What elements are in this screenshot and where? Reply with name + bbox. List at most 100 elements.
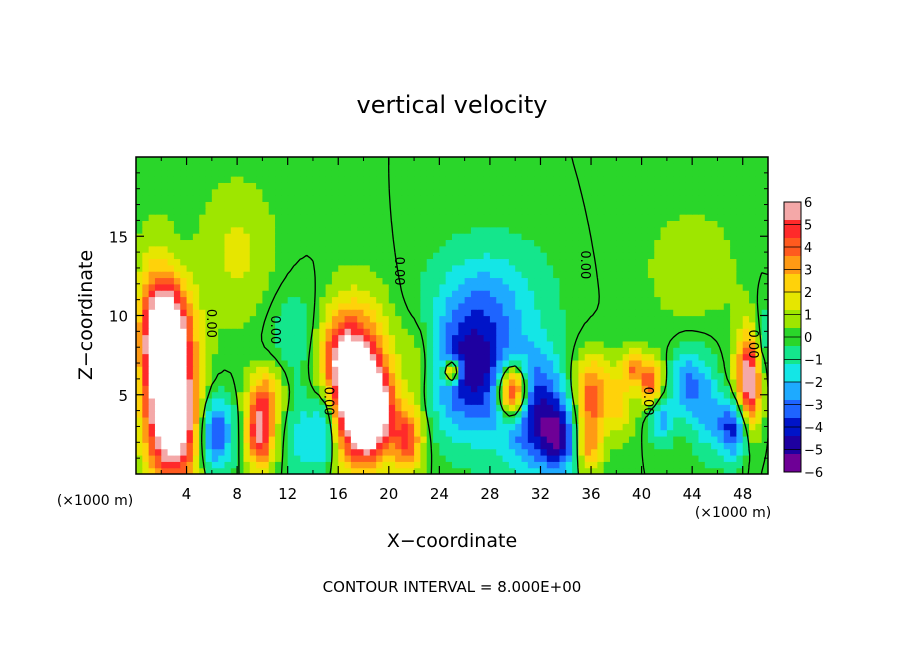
heatmap-cell [464, 233, 472, 241]
heatmap-cell [673, 296, 681, 304]
heatmap-cell [711, 321, 719, 329]
heatmap-cell [281, 366, 289, 374]
heatmap-cell [338, 372, 346, 380]
heatmap-cell [249, 404, 257, 412]
heatmap-cell [287, 195, 295, 202]
heatmap-cell [357, 435, 365, 443]
heatmap-cell [622, 347, 630, 355]
heatmap-cell [154, 296, 162, 304]
heatmap-cell [275, 340, 282, 348]
heatmap-cell [433, 467, 440, 474]
heatmap-cell [654, 233, 662, 241]
heatmap-cell [287, 182, 295, 190]
heatmap-cell [654, 188, 662, 196]
heatmap-cell [622, 188, 630, 196]
heatmap-cell [742, 410, 750, 418]
heatmap-cell [433, 454, 440, 462]
heatmap-cell [660, 233, 668, 241]
heatmap-cell [224, 252, 232, 260]
heatmap-cell [325, 410, 333, 418]
heatmap-cell [319, 258, 327, 266]
heatmap-cell [496, 309, 504, 317]
heatmap-cell [148, 309, 156, 317]
heatmap-cell [578, 378, 586, 386]
heatmap-cell [256, 461, 263, 469]
heatmap-cell [142, 467, 150, 474]
heatmap-cell [395, 188, 403, 196]
heatmap-cell [192, 226, 200, 234]
heatmap-cell [224, 404, 232, 412]
heatmap-cell [685, 435, 693, 443]
heatmap-cell [610, 271, 617, 279]
heatmap-cell [148, 385, 156, 393]
heatmap-cell [717, 207, 725, 215]
heatmap-cell [452, 201, 459, 209]
heatmap-cell [610, 283, 617, 291]
heatmap-cell [534, 163, 542, 171]
heatmap-cell [641, 302, 649, 310]
heatmap-cell [584, 277, 592, 285]
heatmap-cell [647, 220, 655, 228]
heatmap-cell [287, 372, 295, 380]
heatmap-cell [502, 378, 510, 386]
heatmap-cell [154, 404, 162, 412]
heatmap-cell [439, 264, 447, 272]
heatmap-cell [256, 404, 263, 412]
heatmap-cell [445, 385, 453, 393]
heatmap-cell [452, 315, 459, 323]
heatmap-cell [401, 416, 409, 424]
heatmap-cell [654, 252, 662, 260]
heatmap-cell [268, 467, 276, 474]
heatmap-cell [192, 353, 200, 361]
heatmap-cell [489, 416, 497, 424]
heatmap-cell [275, 391, 282, 399]
heatmap-cell [647, 429, 655, 437]
heatmap-cell [325, 296, 333, 304]
heatmap-cell [344, 359, 352, 367]
heatmap-cell [502, 448, 510, 456]
heatmap-cell [395, 461, 403, 469]
heatmap-cell [584, 372, 592, 380]
heatmap-cell [142, 416, 150, 424]
heatmap-cell [192, 391, 200, 399]
heatmap-cell [654, 157, 662, 164]
heatmap-cell [218, 410, 226, 418]
heatmap-cell [641, 448, 649, 456]
heatmap-cell [186, 340, 194, 348]
heatmap-cell [426, 214, 434, 221]
heatmap-cell [388, 467, 396, 474]
heatmap-cell [275, 454, 282, 462]
heatmap-cell [407, 347, 415, 355]
heatmap-cell [584, 258, 592, 266]
heatmap-cell [761, 207, 768, 215]
heatmap-cell [312, 258, 320, 266]
heatmap-cell [730, 207, 737, 215]
heatmap-cell [730, 423, 737, 431]
heatmap-cell [749, 169, 756, 177]
heatmap-cell [237, 435, 245, 443]
heatmap-cell [534, 467, 542, 474]
heatmap-cell [401, 283, 409, 291]
heatmap-cell [350, 340, 358, 348]
heatmap-cell [584, 353, 592, 361]
heatmap-cell [331, 328, 339, 336]
heatmap-cell [363, 245, 371, 253]
heatmap-cell [357, 277, 365, 285]
heatmap-cell [199, 461, 207, 469]
heatmap-cell [470, 163, 478, 171]
heatmap-cell [325, 454, 333, 462]
heatmap-cell [325, 334, 333, 342]
heatmap-cell [540, 188, 548, 196]
heatmap-cell [211, 378, 219, 386]
heatmap-cell [641, 416, 649, 424]
heatmap-cell [458, 290, 466, 298]
heatmap-cell [420, 309, 428, 317]
heatmap-cell [647, 233, 655, 241]
heatmap-cell [723, 239, 731, 247]
heatmap-cell [161, 201, 169, 209]
heatmap-cell [749, 220, 756, 228]
heatmap-cell [350, 182, 358, 190]
heatmap-cell [357, 359, 365, 367]
heatmap-cell [211, 429, 219, 437]
heatmap-cell [666, 397, 674, 405]
